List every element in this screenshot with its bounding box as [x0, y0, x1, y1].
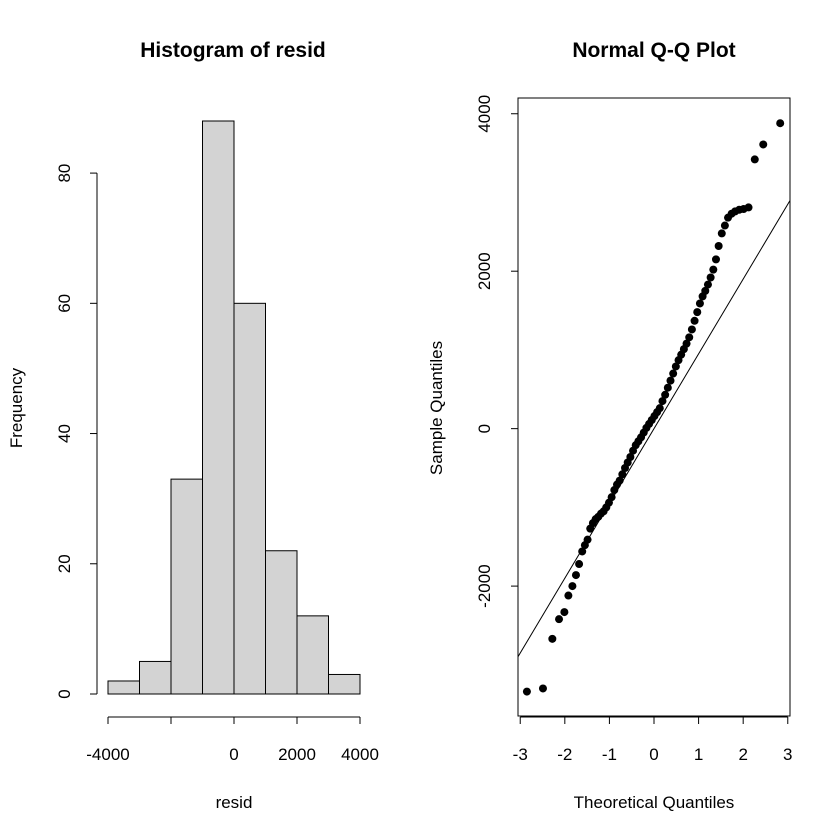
qq-point: [571, 571, 580, 580]
qq-plot-x-axis: -3 -2 -1 0 1 2 3: [513, 716, 793, 764]
qq-point: [720, 221, 729, 230]
qq-plot-y-axis: -2000 0 2000 4000: [475, 95, 519, 608]
histogram-bar: [170, 478, 203, 695]
qq-point: [583, 535, 592, 544]
histogram-bar: [233, 302, 266, 695]
histogram-panel: Histogram of resid resid Frequency -4000…: [7, 39, 379, 812]
qq-point: [655, 404, 664, 413]
qq-reference-line-group: [518, 200, 790, 658]
qq-point: [759, 140, 768, 149]
qq-plot-x-tick-label: 3: [783, 745, 792, 764]
histogram-y-axis: 0 20 40 60 80: [55, 164, 98, 699]
qq-point: [538, 684, 547, 693]
qq-point: [568, 582, 577, 591]
qq-point: [564, 591, 573, 600]
histogram-y-axis-label: Frequency: [7, 367, 26, 448]
histogram-x-tick-label: -4000: [86, 745, 129, 764]
qq-point: [626, 452, 635, 461]
qq-point: [666, 376, 675, 385]
histogram-bar: [296, 615, 329, 695]
qq-point: [776, 119, 785, 128]
histogram-bar: [265, 550, 298, 695]
qq-point: [548, 634, 557, 643]
histogram-x-axis: -4000 0 2000 4000: [86, 716, 379, 764]
qq-point: [685, 333, 694, 342]
qq-point: [711, 255, 720, 264]
histogram-x-tick-label: 0: [229, 745, 238, 764]
qq-point: [701, 286, 710, 295]
qq-points: [522, 119, 785, 696]
histogram-bar: [107, 680, 140, 695]
qq-plot-frame: [517, 97, 791, 717]
histogram-x-tick-label: 4000: [341, 745, 379, 764]
qq-point: [690, 316, 699, 325]
qq-reference-line: [518, 200, 790, 658]
histogram-bar: [139, 660, 172, 695]
qq-point: [575, 560, 584, 569]
qq-point: [717, 229, 726, 238]
qq-point: [615, 476, 624, 485]
histogram-y-tick-label: 0: [55, 689, 74, 698]
histogram-y-tick-label: 80: [55, 164, 74, 183]
histogram-y-tick-label: 20: [55, 554, 74, 573]
qq-point: [714, 242, 723, 251]
qq-plot-x-tick-label: -1: [602, 745, 617, 764]
qq-point: [706, 273, 715, 282]
histogram-x-axis-label: resid: [216, 793, 253, 812]
qq-plot-y-tick-label: 0: [475, 424, 494, 433]
qq-point: [744, 203, 753, 212]
qq-plot-y-tick-label: 4000: [475, 95, 494, 133]
qq-plot-y-axis-label: Sample Quantiles: [427, 341, 446, 475]
qq-point: [687, 325, 696, 334]
qq-point: [663, 383, 672, 392]
histogram-bars: [107, 120, 361, 695]
qq-point: [560, 608, 569, 617]
qq-plot-x-tick-label: 1: [694, 745, 703, 764]
qq-plot-y-tick-label: -2000: [475, 564, 494, 607]
qq-point: [703, 280, 712, 289]
histogram-y-tick-label: 60: [55, 294, 74, 313]
histogram-bar: [328, 673, 361, 695]
qq-point: [669, 369, 678, 378]
qq-plot-title: Normal Q-Q Plot: [572, 39, 735, 62]
qq-point: [658, 397, 667, 406]
qq-point: [555, 615, 564, 624]
qq-point: [750, 155, 759, 164]
qq-point: [522, 687, 531, 696]
qq-point: [618, 470, 627, 479]
qq-point: [682, 339, 691, 348]
qq-plot-x-tick-label: 0: [649, 745, 658, 764]
qq-point: [578, 547, 587, 556]
qq-plot-x-tick-label: -2: [557, 745, 572, 764]
qq-plot-panel: Normal Q-Q Plot Theoretical Quantiles Sa…: [427, 39, 793, 812]
qq-point: [661, 390, 670, 399]
histogram-x-tick-label: 2000: [278, 745, 316, 764]
qq-point: [709, 265, 718, 274]
histogram-title: Histogram of resid: [140, 39, 326, 62]
qq-plot-x-axis-label: Theoretical Quantiles: [574, 793, 735, 812]
qq-point: [695, 299, 704, 308]
qq-point: [607, 493, 616, 502]
qq-point: [671, 362, 680, 371]
qq-plot-x-tick-label: 2: [738, 745, 747, 764]
qq-plot-x-tick-label: -3: [513, 745, 528, 764]
histogram-bar: [202, 120, 235, 695]
histogram-y-tick-label: 40: [55, 424, 74, 443]
qq-point: [693, 308, 702, 317]
qq-plot-y-tick-label: 2000: [475, 252, 494, 290]
